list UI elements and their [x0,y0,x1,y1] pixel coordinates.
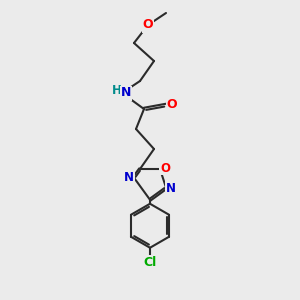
Text: Cl: Cl [143,256,157,269]
Text: O: O [160,161,170,175]
Text: N: N [124,171,134,184]
Text: O: O [143,19,153,32]
Text: H: H [112,85,122,98]
Text: N: N [166,182,176,194]
Text: O: O [167,98,177,110]
Text: N: N [121,86,131,100]
